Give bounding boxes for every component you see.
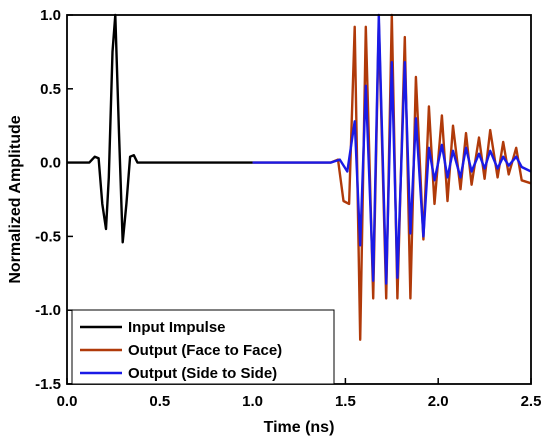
x-tick-label: 1.0 bbox=[242, 393, 263, 410]
y-tick-label: -0.5 bbox=[35, 228, 61, 245]
y-tick-label: 0.5 bbox=[40, 81, 61, 98]
x-axis-title: Time (ns) bbox=[264, 419, 335, 436]
legend-box bbox=[71, 309, 335, 385]
legend: Input Impulse Output (Face to Face) Outp… bbox=[71, 309, 335, 385]
x-tick-label: 1.5 bbox=[335, 393, 356, 410]
series-layer bbox=[67, 13, 532, 341]
legend-label-output-face-to-face: Output (Face to Face) bbox=[128, 342, 282, 359]
y-tick-label: 1.0 bbox=[40, 7, 61, 24]
y-tick-label: -1.0 bbox=[35, 302, 61, 319]
x-tick-label: 2.5 bbox=[521, 393, 542, 410]
y-tick-label: -1.5 bbox=[35, 376, 61, 393]
legend-label-input-impulse: Input Impulse bbox=[128, 319, 226, 336]
series-line-output-side-to-side bbox=[252, 13, 532, 285]
legend-label-output-side-to-side: Output (Side to Side) bbox=[128, 365, 277, 382]
x-tick-label: 0.5 bbox=[149, 393, 170, 410]
x-tick-label: 2.0 bbox=[428, 393, 449, 410]
y-axis-title: Normalized Amplitude bbox=[7, 115, 24, 283]
y-tick-label: 0.0 bbox=[40, 155, 61, 172]
x-tick-label: 0.0 bbox=[57, 393, 78, 410]
series-line-input-impulse bbox=[67, 13, 253, 244]
